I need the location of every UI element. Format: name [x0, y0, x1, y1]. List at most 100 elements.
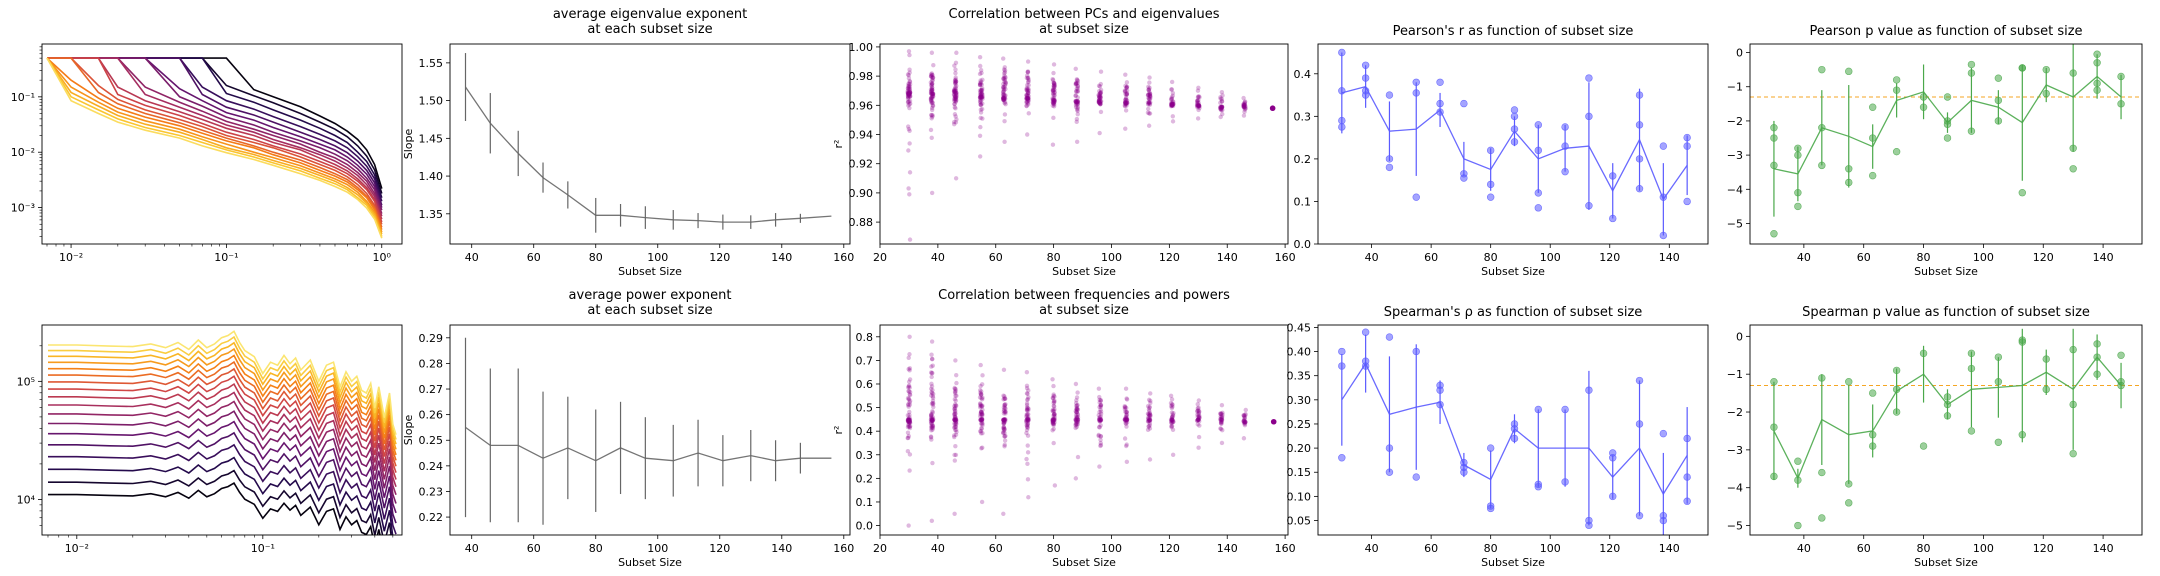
y-tick-label: 0.2	[1294, 153, 1312, 166]
data-point	[952, 89, 957, 94]
data-point	[1098, 95, 1103, 100]
data-point	[953, 88, 959, 93]
data-point	[928, 96, 934, 101]
data-point	[952, 80, 958, 86]
data-point	[1486, 193, 1495, 201]
data-point	[1024, 417, 1029, 423]
series-line	[47, 57, 383, 223]
data-point	[1024, 73, 1030, 78]
data-point	[907, 90, 913, 95]
data-point	[906, 90, 911, 95]
data-point	[906, 417, 911, 423]
data-point	[1075, 99, 1081, 105]
chart-title: Correlation between frequencies and powe…	[938, 288, 1230, 318]
data-point	[953, 95, 959, 100]
data-point	[1218, 426, 1224, 432]
data-point	[1098, 434, 1104, 439]
data-point	[1195, 105, 1200, 110]
data-point	[1075, 80, 1080, 86]
data-point	[1818, 514, 1826, 522]
data-point	[1098, 443, 1103, 449]
data-point	[952, 405, 958, 410]
data-point	[1024, 414, 1029, 419]
data-point	[930, 363, 935, 368]
data-point	[952, 422, 957, 427]
data-point	[952, 97, 957, 102]
data-point	[978, 401, 983, 407]
x-tick-label: 100	[1973, 251, 1994, 264]
data-point	[929, 415, 934, 421]
data-point	[953, 432, 959, 437]
data-point	[1075, 98, 1081, 104]
data-point	[1123, 421, 1129, 426]
data-point	[953, 417, 958, 422]
y-axis-label: r²	[832, 140, 845, 149]
data-point	[929, 393, 934, 398]
data-point	[1146, 416, 1152, 421]
data-point	[1051, 81, 1057, 86]
data-point	[907, 90, 912, 95]
data-point	[1051, 98, 1057, 103]
data-point	[930, 75, 936, 80]
data-point	[1052, 98, 1057, 104]
data-point	[1994, 438, 2003, 446]
data-point	[1124, 405, 1129, 411]
y-tick-label: −1	[1727, 368, 1743, 381]
data-point	[953, 176, 959, 181]
data-point	[979, 421, 985, 426]
data-point	[1003, 433, 1008, 439]
data-point	[1001, 417, 1007, 423]
data-point	[1051, 417, 1056, 422]
data-point	[1052, 100, 1057, 105]
y-tick-label: 0	[1736, 47, 1743, 60]
data-point	[978, 405, 983, 410]
data-point	[1124, 419, 1129, 424]
data-point	[1052, 483, 1058, 488]
data-point	[1052, 407, 1057, 412]
data-point	[1025, 415, 1030, 421]
data-point	[1818, 65, 1826, 74]
data-point	[1073, 409, 1078, 414]
y-tick-label: 0.28	[419, 357, 444, 370]
data-point	[1096, 99, 1102, 105]
data-point	[1124, 417, 1129, 423]
data-point	[1001, 87, 1007, 92]
data-point	[1001, 418, 1006, 423]
data-point	[1073, 98, 1078, 104]
data-point	[1002, 79, 1007, 84]
data-point	[2018, 189, 2027, 197]
data-point	[1243, 413, 1248, 418]
data-point	[929, 74, 934, 79]
data-point	[1097, 415, 1102, 420]
data-point	[1024, 386, 1030, 391]
data-point	[953, 398, 958, 403]
data-point	[1168, 404, 1174, 409]
data-point	[905, 100, 911, 105]
data-point	[979, 91, 984, 96]
data-point	[1098, 409, 1104, 414]
data-point	[980, 403, 985, 408]
series-line	[48, 341, 397, 445]
data-point	[1025, 90, 1031, 96]
data-point	[954, 421, 959, 427]
data-point	[1026, 98, 1031, 103]
data-point	[905, 72, 911, 77]
data-point	[1025, 417, 1030, 423]
data-point	[1075, 108, 1080, 114]
data-point	[907, 389, 913, 395]
data-point	[978, 428, 984, 434]
data-point	[978, 100, 983, 105]
data-point	[1123, 409, 1128, 415]
data-point	[1098, 418, 1103, 423]
data-point	[1002, 403, 1007, 409]
data-point	[906, 91, 911, 96]
data-point	[1124, 103, 1129, 108]
data-point	[1218, 418, 1224, 423]
data-point	[1098, 99, 1103, 104]
data-point	[1075, 102, 1080, 107]
data-point	[931, 401, 936, 406]
data-point	[1074, 100, 1079, 105]
data-point	[1024, 420, 1029, 425]
data-point	[1242, 102, 1247, 108]
data-point	[906, 76, 912, 81]
